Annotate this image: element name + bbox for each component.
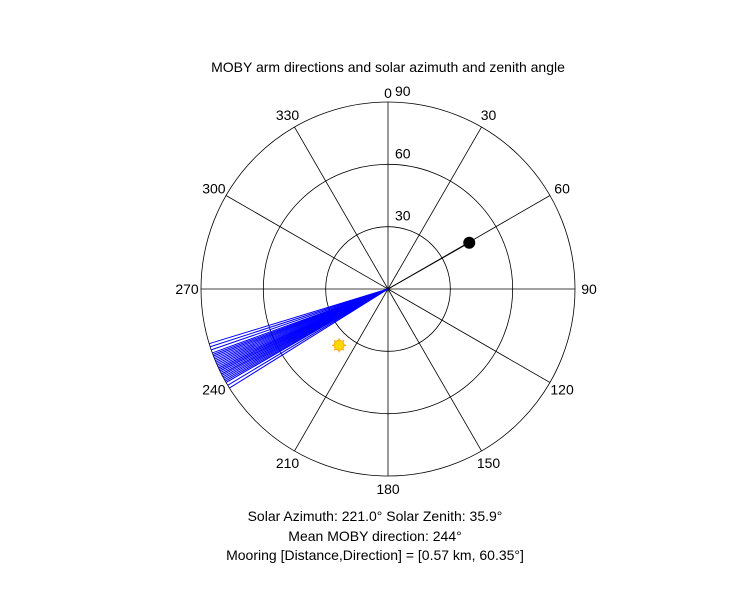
- radial-tick-label-30: 30: [395, 208, 411, 224]
- angle-tick-label-270: 270: [175, 281, 199, 297]
- grid-spoke-120: [387, 288, 551, 383]
- angle-tick-label-300: 300: [202, 181, 226, 197]
- radial-tick-label-60: 60: [395, 145, 411, 161]
- angle-tick-label-30: 30: [481, 107, 497, 123]
- mooring-text: Mooring [Distance,Direction] = [0.57 km,…: [226, 547, 524, 563]
- tick-labels: 0 30 60 90 120 150 180 210 240 270 300 330 30 60 90: [175, 83, 597, 497]
- sun-disc: [333, 339, 345, 351]
- moby-arm-line-0: [229, 288, 389, 389]
- sun-marker: [332, 338, 347, 353]
- moby-arm-line-25: [212, 288, 389, 354]
- angle-tick-label-240: 240: [202, 382, 226, 398]
- chart-title: MOBY arm directions and solar azimuth an…: [211, 59, 565, 75]
- angle-tick-label-180: 180: [376, 481, 400, 497]
- mean-direction-text: Mean MOBY direction: 244°: [288, 528, 462, 544]
- angle-tick-label-210: 210: [276, 455, 300, 471]
- angle-tick-label-330: 330: [276, 107, 300, 123]
- angle-tick-label-0: 0: [384, 85, 392, 101]
- moby-arm-line-27: [209, 288, 389, 348]
- moby-arm-line-1: [227, 288, 389, 386]
- angle-tick-label-90: 90: [581, 281, 597, 297]
- radial-tick-label-90: 90: [395, 83, 411, 99]
- grid-spoke-150: [387, 288, 482, 452]
- moby-arm-line-28: [209, 288, 389, 345]
- chart-marks: [209, 236, 476, 389]
- angle-tick-label-120: 120: [550, 382, 574, 398]
- solar-angles-text: Solar Azimuth: 221.0° Solar Zenith: 35.9…: [247, 508, 503, 524]
- grid-spoke-30: [387, 126, 482, 290]
- moby-arm-line-26: [211, 288, 389, 351]
- mooring-marker: [463, 236, 476, 249]
- grid-spoke-210: [294, 288, 389, 452]
- grid-spoke-330: [294, 126, 389, 290]
- mooring-line: [387, 242, 470, 290]
- angle-tick-label-60: 60: [554, 181, 570, 197]
- grid-spoke-300: [225, 195, 389, 290]
- angle-tick-label-150: 150: [477, 455, 501, 471]
